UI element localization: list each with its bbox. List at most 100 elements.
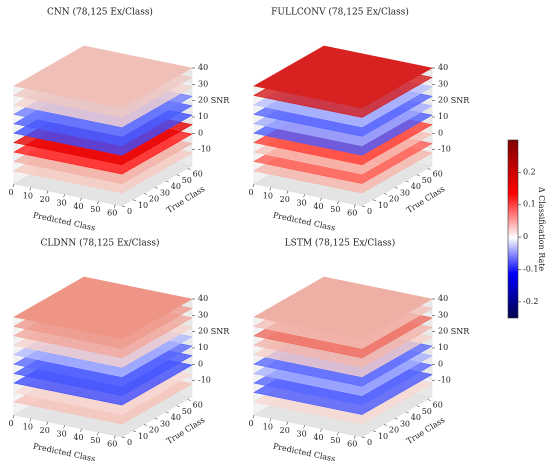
- x-tick-label: 40: [73, 202, 83, 211]
- x-tick-label: 40: [313, 433, 323, 442]
- z-tick-label: 0: [438, 359, 443, 368]
- y-tick: [361, 436, 366, 439]
- y-tick: [187, 168, 191, 170]
- z-axis-label: SNR: [211, 96, 230, 105]
- x-tick: [269, 187, 272, 191]
- y-tick-label: 40: [411, 182, 421, 191]
- x-tick: [320, 428, 322, 432]
- z-tick-label: 0: [198, 359, 203, 368]
- y-tick: [394, 186, 398, 189]
- x-tick: [97, 432, 99, 436]
- x-tick-label: 10: [23, 191, 33, 200]
- y-tick-label: 0: [127, 207, 132, 216]
- z-axis-label: SNR: [451, 327, 470, 336]
- z-tick-label: 0: [438, 128, 443, 137]
- colorbar-tick-label: -0.1: [523, 264, 538, 273]
- y-tick: [176, 405, 180, 408]
- x-tick-label: 10: [263, 191, 273, 200]
- x-tick-label: 50: [330, 436, 340, 445]
- panel: CLDNN (78,125 Ex/Class)0 10 20 30 40 50 60 0102…: [8, 238, 230, 461]
- x-axis-label: Predicted Class: [272, 442, 336, 461]
- y-tick-label: 40: [171, 413, 181, 422]
- z-tick-label: 30: [438, 79, 448, 88]
- x-tick: [63, 194, 65, 198]
- panel: LSTM (78,125 Ex/Class)0 10 20 30 40 50 60 01020…: [248, 238, 470, 461]
- x-tick: [12, 183, 15, 188]
- z-tick-label: -10: [198, 145, 211, 154]
- z-tick-label: -10: [438, 376, 451, 385]
- x-tick-label: 50: [90, 205, 100, 214]
- y-tick-label: 20: [389, 195, 399, 204]
- x-tick: [337, 432, 339, 436]
- z-tick-label: 40: [198, 63, 208, 72]
- x-tick-label: 30: [57, 429, 67, 438]
- z-tick-label: 30: [198, 310, 208, 319]
- y-tick-label: 20: [149, 195, 159, 204]
- y-tick: [154, 417, 158, 420]
- x-tick: [12, 414, 15, 419]
- z-axis-label: SNR: [211, 327, 230, 336]
- y-tick-label: 60: [433, 401, 443, 410]
- y-tick: [132, 199, 137, 202]
- y-tick: [187, 399, 191, 401]
- y-tick-label: 40: [171, 182, 181, 191]
- y-tick-label: 0: [367, 207, 372, 216]
- x-tick-label: 60: [107, 440, 117, 449]
- x-tick-label: 20: [280, 195, 290, 204]
- y-tick: [405, 411, 409, 414]
- x-tick-label: 60: [107, 209, 117, 218]
- y-tick-label: 40: [411, 413, 421, 422]
- z-tick-label: 10: [198, 343, 208, 352]
- z-tick-label: 20: [438, 327, 448, 336]
- x-tick: [303, 425, 305, 429]
- y-tick-label: 10: [138, 201, 148, 210]
- y-tick-label: 30: [160, 419, 170, 428]
- colorbar: [507, 139, 519, 319]
- x-tick: [353, 204, 356, 208]
- y-tick: [427, 399, 431, 401]
- x-tick: [320, 197, 322, 201]
- x-tick: [80, 428, 82, 432]
- y-tick: [383, 193, 387, 195]
- z-tick-label: 10: [438, 112, 448, 121]
- x-tick: [46, 421, 49, 425]
- x-tick-label: 20: [280, 426, 290, 435]
- y-tick-label: 60: [193, 401, 203, 410]
- x-tick-label: 20: [40, 426, 50, 435]
- y-tick: [176, 174, 180, 177]
- panel: CNN (78,125 Ex/Class)0 10 20 30 40 50 60 010203…: [8, 7, 230, 233]
- y-tick-label: 20: [149, 426, 159, 435]
- x-tick-label: 0: [248, 419, 253, 428]
- y-tick-label: 0: [127, 438, 132, 447]
- y-tick: [372, 199, 377, 202]
- y-tick: [121, 205, 126, 208]
- y-tick-label: 30: [400, 419, 410, 428]
- y-tick-label: 60: [433, 170, 443, 179]
- panel-title: CNN (78,125 Ex/Class): [47, 7, 153, 18]
- y-tick: [416, 405, 420, 408]
- y-tick: [427, 168, 431, 170]
- x-tick-label: 40: [313, 202, 323, 211]
- x-tick-label: 50: [90, 436, 100, 445]
- colorbar-tick-label: 0: [523, 232, 528, 241]
- x-tick: [97, 201, 99, 205]
- y-tick-label: 50: [422, 407, 432, 416]
- x-tick-label: 50: [330, 205, 340, 214]
- x-tick: [286, 190, 289, 194]
- panel-title: CLDNN (78,125 Ex/Class): [40, 238, 159, 249]
- z-tick-label: 30: [438, 310, 448, 319]
- z-tick-label: 10: [198, 112, 208, 121]
- y-tick: [372, 430, 377, 433]
- x-tick-label: 0: [8, 419, 13, 428]
- z-tick-label: 30: [198, 79, 208, 88]
- x-tick: [353, 435, 356, 439]
- x-tick: [303, 194, 305, 198]
- x-tick-label: 10: [263, 422, 273, 431]
- colorbar-tick-label: 0.2: [523, 167, 536, 176]
- y-tick: [143, 424, 147, 426]
- z-axis-label: SNR: [451, 96, 470, 105]
- y-tick: [165, 411, 169, 414]
- y-tick-label: 0: [367, 438, 372, 447]
- x-tick: [113, 435, 116, 439]
